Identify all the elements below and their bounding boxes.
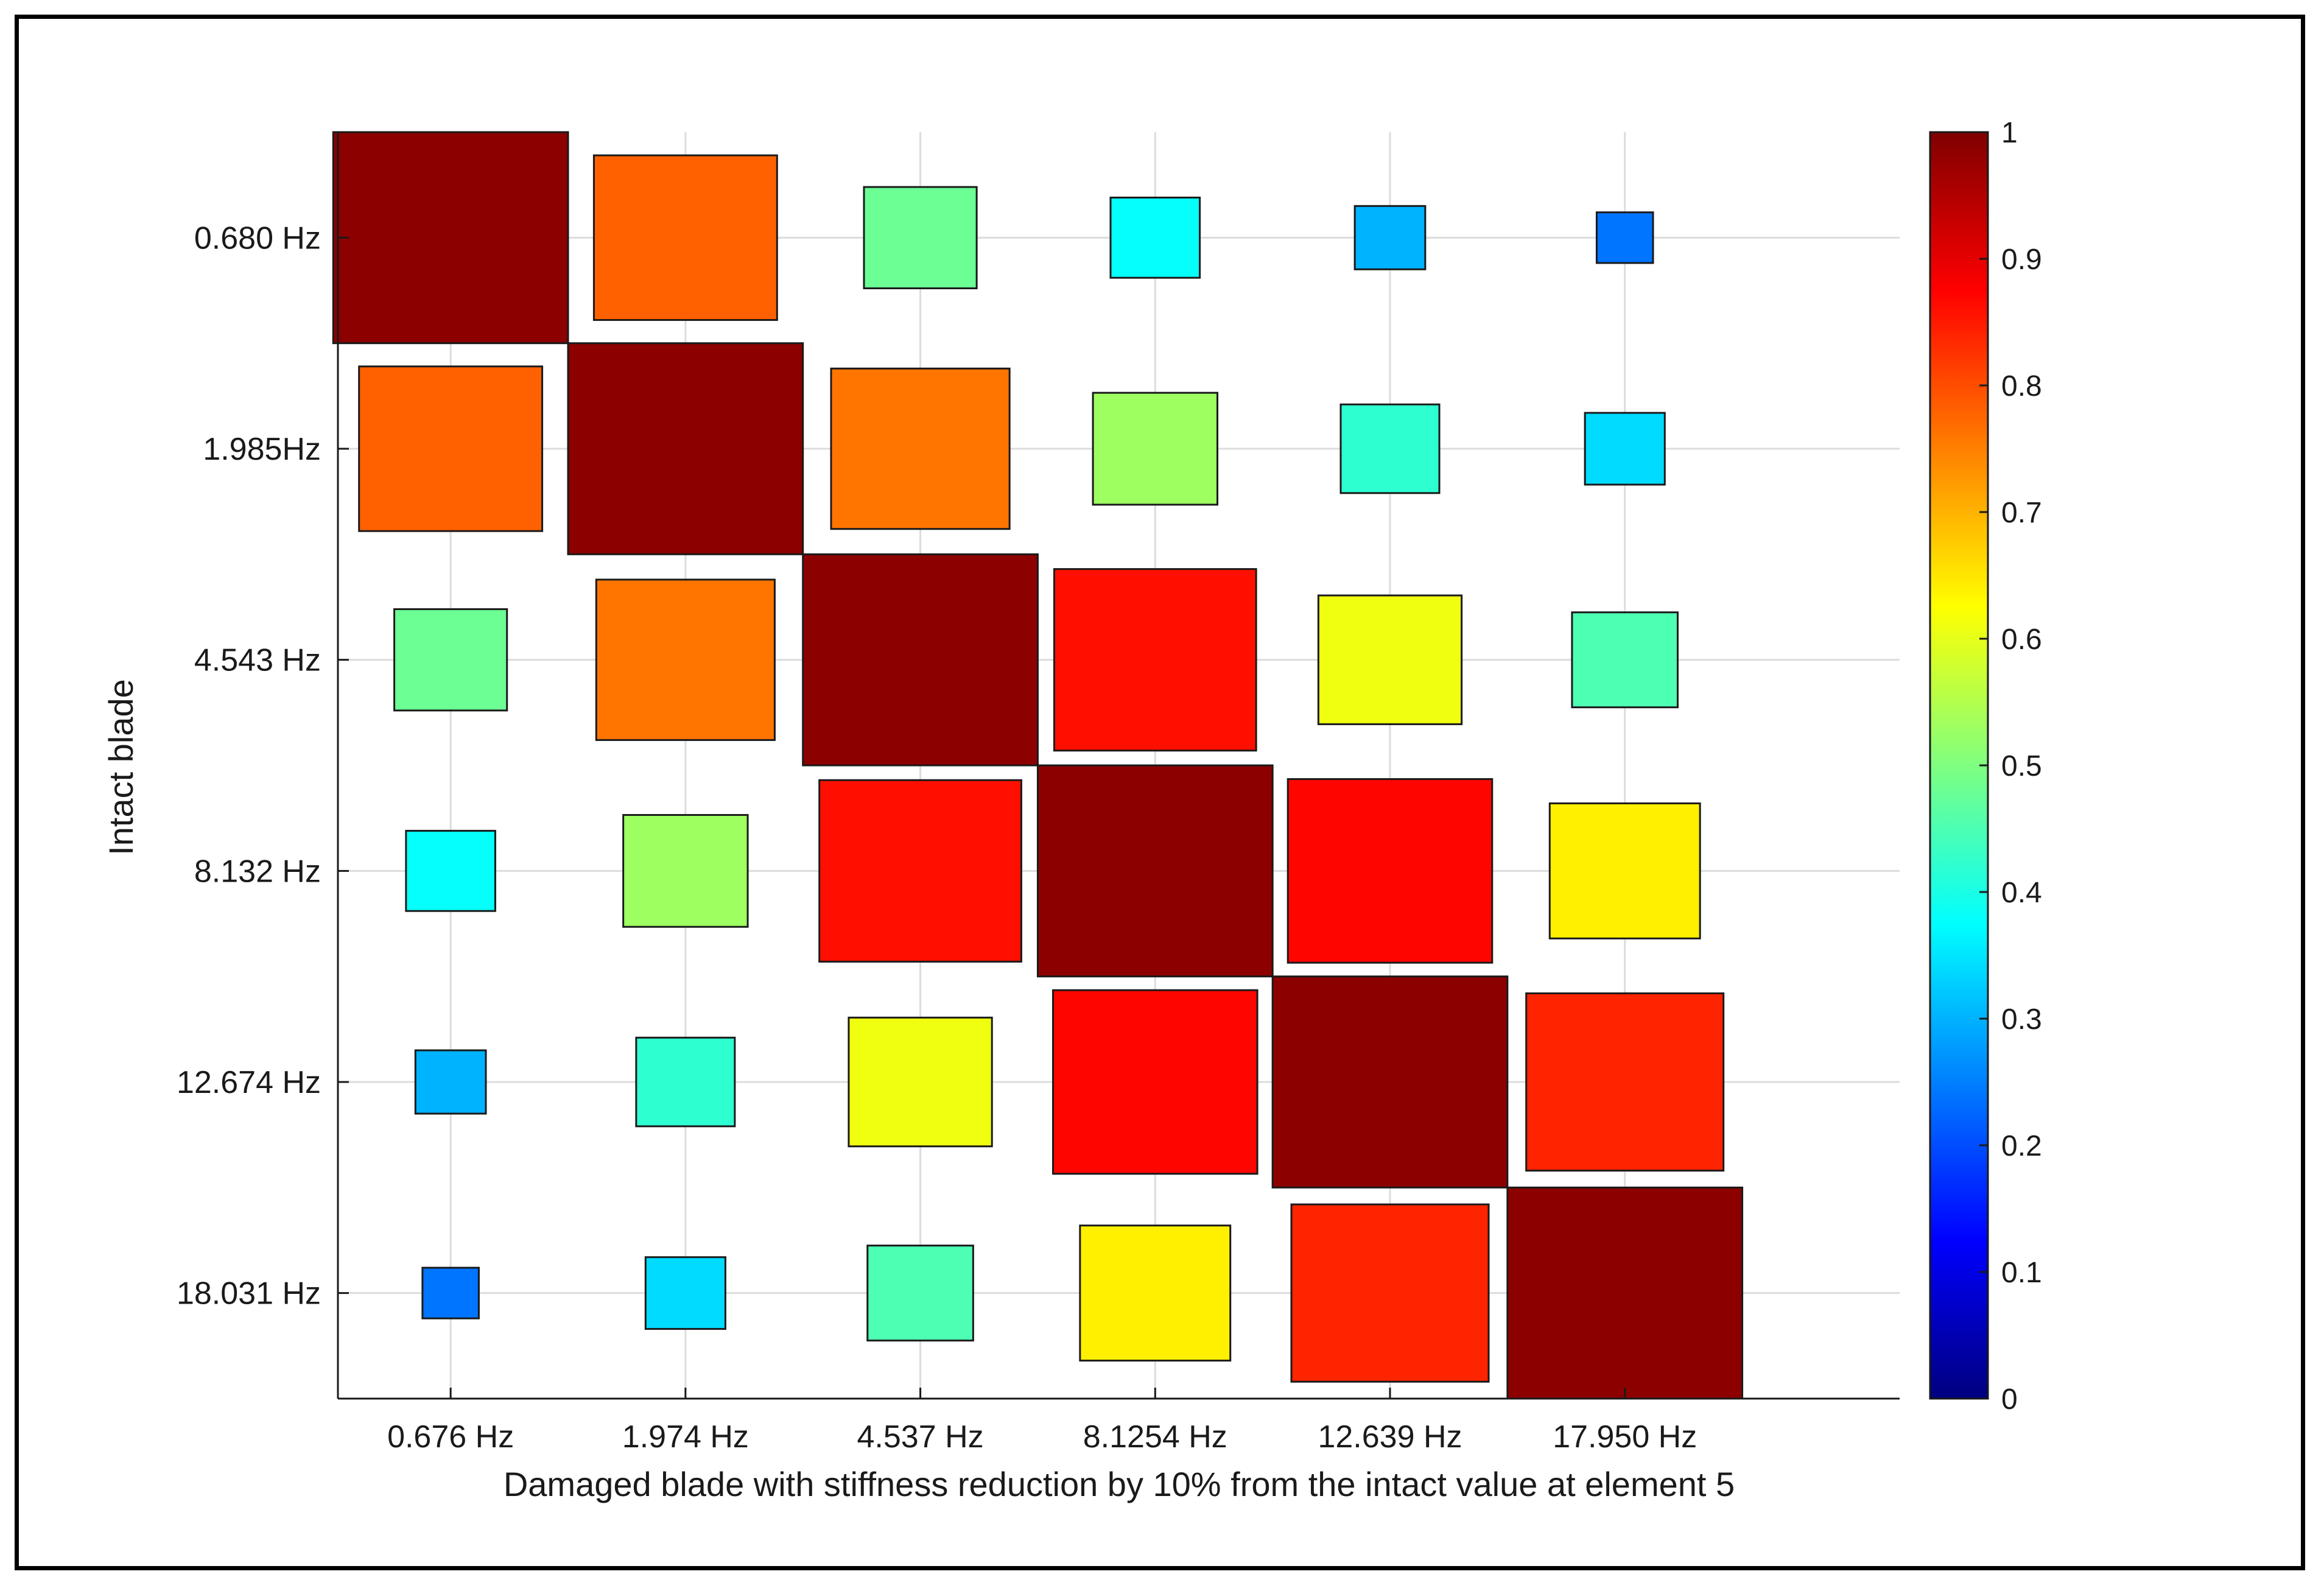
x-tick-label: 1.974 Hz [622,1419,749,1455]
heatmap-cell [393,608,508,712]
x-tick-label: 0.676 Hz [387,1419,514,1455]
heatmap-cell [818,779,1022,963]
y-tick-label: 12.674 Hz [177,1065,321,1100]
heatmap-cell [1317,594,1463,725]
heatmap-cell [1036,764,1274,978]
colorbar [1929,131,1989,1400]
heatmap-cell [567,342,804,555]
heatmap-cell [1287,778,1494,964]
colorbar-gradient [1929,131,1989,1400]
heatmap-cell [1548,802,1701,939]
heatmap-cell [1506,1186,1744,1400]
x-tick-label: 12.639 Hz [1318,1419,1462,1455]
heatmap-cell [405,829,496,912]
heatmap-cell [1525,992,1725,1172]
heatmap-cell [1079,1224,1232,1362]
heatmap-cell [1053,568,1257,752]
heatmap-cells [332,131,1744,1400]
x-tick-label: 17.950 Hz [1553,1419,1697,1455]
colorbar-tick-label: 0.5 [2001,750,2042,782]
heatmap-cell [414,1049,487,1115]
y-tick-label: 8.132 Hz [194,854,321,889]
y-tick-label: 1.985Hz [203,432,321,467]
heatmap-cell [1109,196,1201,279]
heatmap-cell [1339,403,1441,494]
heatmap-cell [421,1266,480,1319]
axes [337,132,1900,1400]
x-axis-title: Damaged blade with stiffness reduction b… [504,1465,1735,1503]
heatmap-cell [1290,1203,1490,1383]
colorbar-ticks: 0 0.1 0.2 0.3 0.4 0.5 0.6 0.7 0.8 0.9 1 [1979,117,2042,1416]
heatmap-cell [635,1036,736,1128]
heatmap-cell [1271,975,1509,1189]
x-axis-ticks: 0.676 Hz 1.974 Hz 4.537 Hz 8.1254 Hz 12.639 … [387,1388,1697,1455]
heatmap-cell [1584,412,1666,486]
heatmap-cell [358,365,544,532]
heatmap-cell [592,154,778,321]
heatmap-cell [622,813,749,928]
heatmap-cell [863,186,978,290]
colorbar-tick-label: 0.6 [2001,623,2042,656]
y-axis-ticks: 0.680 Hz 1.985Hz 4.543 Hz 8.132 Hz 12.674 Hz… [177,220,349,1312]
colorbar-tick-label: 0.9 [2001,244,2042,276]
x-tick-label: 8.1254 Hz [1083,1419,1227,1455]
y-tick-label: 4.543 Hz [194,643,321,678]
x-tick-label: 4.537 Hz [857,1419,984,1455]
heatmap-cell [802,553,1039,767]
colorbar-tick-label: 0.8 [2001,370,2042,402]
colorbar-tick-label: 0.3 [2001,1003,2042,1036]
heatmap-cell [332,131,569,345]
heatmap-cell [595,578,776,741]
colorbar-tick-label: 0.4 [2001,877,2042,909]
heatmap-cell [848,1016,993,1148]
heatmap-cell [866,1245,974,1342]
heatmap-cell [1052,989,1259,1175]
heatmap-cell [1595,211,1654,264]
heatmap-cell [644,1256,726,1330]
heatmap-cell [830,367,1011,530]
heatmap-cell [1571,611,1679,709]
colorbar-tick-label: 0.2 [2001,1130,2042,1162]
y-axis-title: Intact blade [102,679,140,855]
heatmap-cell [1353,205,1427,270]
colorbar-tick-label: 0.1 [2001,1257,2042,1289]
colorbar-tick-label: 1 [2001,117,2018,149]
heatmap-cell [1092,392,1218,506]
y-tick-label: 0.680 Hz [194,220,321,256]
y-tick-label: 18.031 Hz [177,1276,321,1312]
colorbar-tick-label: 0.7 [2001,497,2042,529]
colorbar-tick-label: 0 [2001,1383,2018,1416]
